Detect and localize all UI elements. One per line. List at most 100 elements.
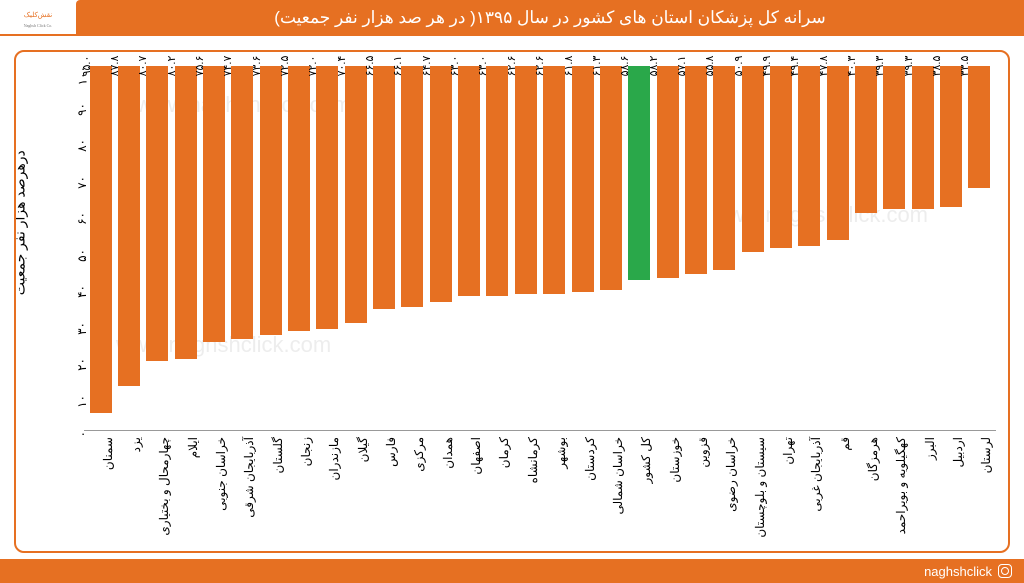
bar-column: ۵۰.۹ bbox=[740, 66, 765, 431]
bar: ۴۰.۳ bbox=[855, 66, 877, 213]
bar-column: ۷۲.۵ bbox=[286, 66, 311, 431]
bar: ۳۳.۵ bbox=[968, 66, 990, 188]
bar-value-label: ۴۹.۴ bbox=[788, 56, 807, 77]
bar-value-label: ۵۸.۲ bbox=[647, 56, 666, 77]
bar-value-label: ۴۷.۸ bbox=[817, 56, 836, 77]
x-axis-label: کهگیلویه و بویراحمد bbox=[882, 431, 907, 551]
bar-value-label: ۵۸.۶ bbox=[618, 56, 637, 77]
x-axis-label: زنجان bbox=[286, 431, 311, 551]
x-axis-label: گلستان bbox=[258, 431, 283, 551]
bar-value-label: ۴۰.۳ bbox=[845, 56, 864, 77]
x-axis-label: تهران bbox=[768, 431, 793, 551]
bar-value-label: ۸۰.۲ bbox=[165, 56, 184, 77]
bar-column: ۳۹.۳ bbox=[910, 66, 935, 431]
bar-value-label: ۷۳.۶ bbox=[250, 56, 269, 77]
x-axis-label: آذربایجان شرقی bbox=[230, 431, 255, 551]
bars-container: ۹۵.۰۸۷.۸۸۰.۷۸۰.۲۷۵.۶۷۴.۷۷۳.۶۷۲.۵۷۲.۰۷۰.۴… bbox=[84, 66, 996, 431]
x-axis-label: کل کشور bbox=[627, 431, 652, 551]
bar: ۶۱.۸ bbox=[572, 66, 594, 292]
bar-value-label: ۶۱.۳ bbox=[590, 56, 609, 77]
bar-column: ۷۴.۷ bbox=[230, 66, 255, 431]
bar: ۳۹.۳ bbox=[883, 66, 905, 209]
bar: ۵۸.۲ bbox=[657, 66, 679, 278]
bar: ۷۴.۷ bbox=[231, 66, 253, 339]
instagram-icon bbox=[998, 564, 1012, 578]
y-axis-label: درهرصد هزار نفر جمعیت bbox=[14, 150, 29, 295]
bar-column: ۷۵.۶ bbox=[201, 66, 226, 431]
bar: ۶۲.۶ bbox=[515, 66, 537, 294]
x-axis-label: کرمانشاه bbox=[513, 431, 538, 551]
bar-column: ۸۷.۸ bbox=[116, 66, 141, 431]
x-axis-label: چهارمحال و بختیاری bbox=[145, 431, 170, 551]
bar: ۷۲.۵ bbox=[288, 66, 310, 331]
bar: ۴۹.۴ bbox=[798, 66, 820, 246]
y-ticks: ۰۱۰۲۰۳۰۴۰۵۰۶۰۷۰۸۰۹۰۱۰۰ bbox=[56, 66, 82, 431]
x-axis-label: خوزستان bbox=[655, 431, 680, 551]
bar-column: ۶۴.۷ bbox=[428, 66, 453, 431]
svg-text:Naghsh Click Co.: Naghsh Click Co. bbox=[24, 23, 53, 28]
plot-area: ۹۵.۰۸۷.۸۸۰.۷۸۰.۲۷۵.۶۷۴.۷۷۳.۶۷۲.۵۷۲.۰۷۰.۴… bbox=[84, 66, 996, 431]
bar-value-label: ۳۳.۵ bbox=[958, 56, 977, 77]
chart-box: www.naghshclick.com www.naghshclick.com … bbox=[14, 50, 1010, 553]
x-axis-label: یزد bbox=[116, 431, 141, 551]
x-axis-label: سمنان bbox=[88, 431, 113, 551]
footer-handle: naghshclick bbox=[924, 564, 992, 579]
x-axis-label: سیستان و بلوچستان bbox=[740, 431, 765, 551]
bar-column: ۴۹.۹ bbox=[768, 66, 793, 431]
bar-value-label: ۷۲.۵ bbox=[278, 56, 297, 77]
bar: ۵۷.۱ bbox=[685, 66, 707, 274]
bar: ۸۰.۷ bbox=[146, 66, 168, 361]
x-axis-label: مازندران bbox=[315, 431, 340, 551]
page-title: سرانه کل پزشکان استان های کشور در سال ۱۳… bbox=[274, 8, 825, 28]
bar-value-label: ۳۹.۳ bbox=[873, 56, 892, 77]
bar: ۵۰.۹ bbox=[742, 66, 764, 252]
x-axis-label: لرستان bbox=[967, 431, 992, 551]
bar: ۴۷.۸ bbox=[827, 66, 849, 240]
bar: ۶۲.۶ bbox=[543, 66, 565, 294]
bar: ۳۹.۳ bbox=[912, 66, 934, 209]
bar-column: ۳۸.۵ bbox=[938, 66, 963, 431]
x-axis-label: البرز bbox=[910, 431, 935, 551]
bar: ۶۳.۰ bbox=[458, 66, 480, 296]
bar: ۴۹.۹ bbox=[770, 66, 792, 248]
bar-column: ۶۳.۰ bbox=[456, 66, 481, 431]
x-axis-label: کرمان bbox=[485, 431, 510, 551]
bar-value-label: ۸۷.۸ bbox=[108, 56, 127, 77]
bar-value-label: ۷۴.۷ bbox=[221, 56, 240, 77]
bar-value-label: ۵۷.۱ bbox=[675, 56, 694, 77]
bar-value-label: ۶۱.۸ bbox=[562, 56, 581, 77]
bar-column: ۳۳.۵ bbox=[967, 66, 992, 431]
x-labels-container: سمنانیزدچهارمحال و بختیاریایلامخراسان جن… bbox=[84, 431, 996, 551]
bar: ۶۱.۳ bbox=[600, 66, 622, 290]
bar-value-label: ۷۵.۶ bbox=[193, 56, 212, 77]
x-axis-label: فارس bbox=[371, 431, 396, 551]
bar: ۷۳.۶ bbox=[260, 66, 282, 335]
bar: ۷۰.۴ bbox=[345, 66, 367, 323]
bar-column: ۶۲.۶ bbox=[513, 66, 538, 431]
chart-area: www.naghshclick.com www.naghshclick.com … bbox=[0, 36, 1024, 559]
bar-column: ۶۳.۰ bbox=[485, 66, 510, 431]
bar-value-label: ۳۸.۵ bbox=[930, 56, 949, 77]
x-axis-label: همدان bbox=[428, 431, 453, 551]
x-axis-label: آذربایجان غربی bbox=[797, 431, 822, 551]
bar: ۶۶.۱ bbox=[401, 66, 423, 307]
bar-column: ۵۸.۲ bbox=[655, 66, 680, 431]
bar-column: ۴۹.۴ bbox=[797, 66, 822, 431]
bar-value-label: ۷۲.۰ bbox=[306, 56, 325, 77]
x-axis-label: مرکزی bbox=[400, 431, 425, 551]
bar-value-label: ۷۰.۴ bbox=[335, 56, 354, 77]
bar: ۵۵.۸ bbox=[713, 66, 735, 270]
x-axis-label: خراسان رضوی bbox=[712, 431, 737, 551]
bar-value-label: ۶۳.۰ bbox=[476, 56, 495, 77]
bar-column: ۴۰.۳ bbox=[853, 66, 878, 431]
bar-column: ۵۵.۸ bbox=[712, 66, 737, 431]
bar-value-label: ۶۳.۰ bbox=[448, 56, 467, 77]
bar-column: ۹۵.۰ bbox=[88, 66, 113, 431]
bar-column: ۴۷.۸ bbox=[825, 66, 850, 431]
bar: ۶۴.۷ bbox=[430, 66, 452, 302]
bar-value-label: ۵۰.۹ bbox=[732, 56, 751, 77]
bar-value-label: ۴۹.۹ bbox=[760, 56, 779, 77]
title-bar: سرانه کل پزشکان استان های کشور در سال ۱۳… bbox=[76, 0, 1024, 36]
x-axis-label: قزوین bbox=[683, 431, 708, 551]
x-axis-label: هرمزگان bbox=[853, 431, 878, 551]
